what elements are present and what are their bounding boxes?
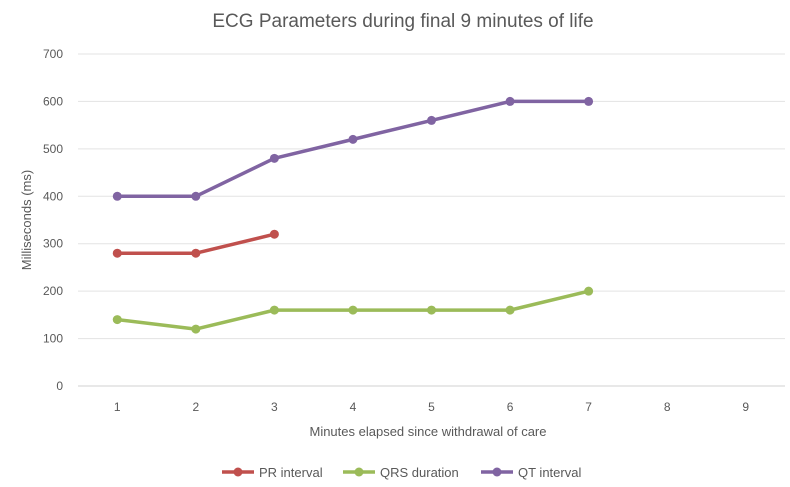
data-point: [505, 96, 515, 106]
x-tick-label: 4: [350, 400, 357, 414]
x-tick-label: 1: [114, 400, 121, 414]
data-point: [191, 324, 201, 334]
gridlines: [78, 53, 785, 387]
x-tick-label: 8: [664, 400, 671, 414]
x-tick-label: 7: [585, 400, 592, 414]
data-point: [584, 96, 594, 106]
data-point: [269, 153, 279, 163]
y-axis-label: Milliseconds (ms): [19, 170, 34, 270]
y-tick-label: 200: [43, 284, 63, 298]
series-qrs-duration: [112, 286, 594, 334]
x-tick-label: 2: [192, 400, 199, 414]
y-tick-label: 700: [43, 47, 63, 61]
legend-item: QRS duration: [343, 465, 459, 480]
y-tick-label: 600: [43, 94, 63, 108]
x-axis-label: Minutes elapsed since withdrawal of care: [309, 424, 546, 439]
legend-swatch-marker: [354, 467, 364, 477]
y-tick-label: 100: [43, 332, 63, 346]
data-point: [427, 115, 436, 125]
y-tick-label: 300: [43, 237, 63, 251]
data-point: [348, 134, 358, 144]
data-point: [112, 315, 122, 325]
legend-label: QRS duration: [380, 465, 459, 480]
data-point: [269, 229, 279, 239]
data-point: [191, 191, 201, 201]
x-tick-label: 3: [271, 400, 278, 414]
data-point: [584, 286, 594, 296]
x-tick-label: 5: [428, 400, 435, 414]
data-series: [112, 96, 594, 334]
legend-swatch-marker: [492, 467, 502, 477]
legend-label: QT interval: [518, 465, 581, 480]
chart-title: ECG Parameters during final 9 minutes of…: [212, 11, 593, 32]
data-point: [348, 305, 358, 315]
series-pr-interval: [112, 229, 279, 258]
data-point: [505, 305, 515, 315]
data-point: [269, 305, 279, 315]
y-tick-label: 500: [43, 142, 63, 156]
series-qt-interval: [112, 96, 594, 201]
data-point: [427, 305, 436, 315]
x-axis-ticks: 1 2 3 4 5 6 7 8 9: [114, 400, 749, 414]
legend-swatch-marker: [233, 467, 243, 477]
data-point: [191, 248, 201, 258]
data-point: [112, 248, 122, 258]
legend-item: QT interval: [481, 465, 581, 480]
legend-label: PR interval: [259, 465, 323, 480]
legend: PR interval QRS duration QT interval: [222, 465, 581, 480]
data-point: [112, 191, 122, 201]
y-tick-label: 400: [43, 189, 63, 203]
y-axis-ticks: 0 100 200 300 400 500 600 700: [43, 47, 63, 393]
legend-item: PR interval: [222, 465, 323, 480]
y-tick-label: 0: [56, 379, 63, 393]
x-tick-label: 6: [507, 400, 514, 414]
x-tick-label: 9: [742, 400, 749, 414]
